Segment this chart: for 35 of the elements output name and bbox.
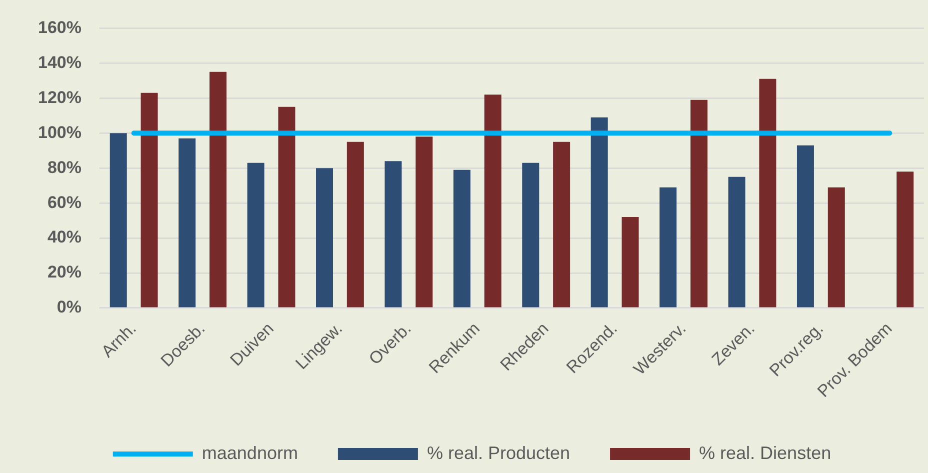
- bar: [316, 168, 334, 308]
- bar: [590, 117, 608, 308]
- bar: [896, 172, 914, 308]
- y-tick-label: 100%: [38, 122, 82, 142]
- bar: [522, 162, 540, 308]
- bar: [553, 142, 570, 308]
- y-tick-label: 140%: [38, 52, 82, 72]
- y-tick-label: 80%: [47, 158, 82, 177]
- bar: [346, 142, 364, 308]
- y-tick-label: 60%: [47, 192, 82, 212]
- legend-label: % real. Diensten: [699, 442, 832, 463]
- bar: [178, 138, 196, 308]
- bar: [110, 133, 127, 308]
- y-tick-label: 120%: [38, 88, 82, 107]
- bar: [690, 100, 708, 308]
- bar: [660, 187, 677, 308]
- bar: [278, 106, 296, 308]
- y-tick-label: 40%: [47, 228, 82, 247]
- y-tick-label: 20%: [47, 262, 82, 282]
- bar: [247, 162, 264, 308]
- bar: [796, 145, 814, 308]
- bar: [828, 187, 845, 308]
- y-tick-label: 0%: [56, 298, 82, 317]
- bar: [453, 170, 470, 308]
- y-tick-label: 160%: [38, 18, 82, 37]
- bar: [484, 94, 502, 308]
- bar: [759, 78, 776, 308]
- bar: [384, 161, 402, 308]
- legend-label: maandnorm: [202, 442, 298, 463]
- bar: [728, 176, 746, 308]
- bar: [416, 136, 433, 308]
- bar: [210, 72, 227, 308]
- bar: [140, 92, 158, 308]
- bar: [622, 217, 639, 308]
- legend-label: % real. Producten: [426, 442, 570, 463]
